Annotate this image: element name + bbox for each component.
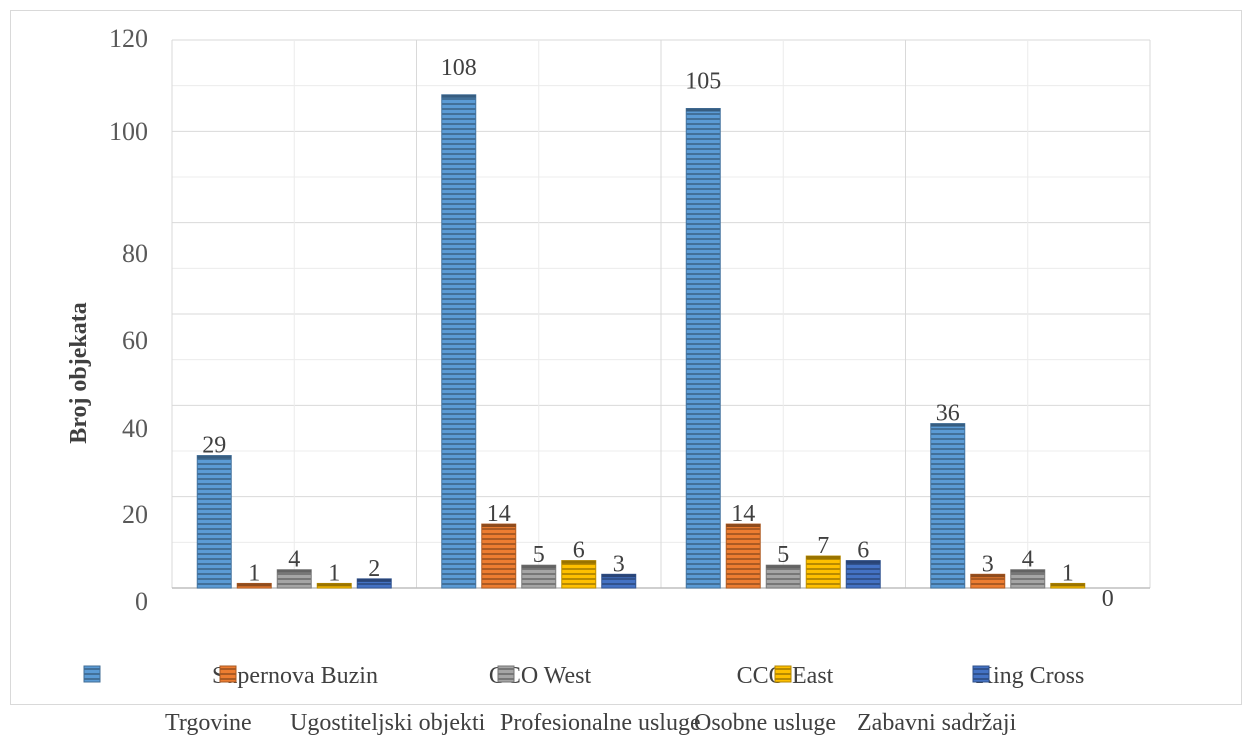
bar [930, 423, 966, 589]
legend-label: Osobne usluge [694, 710, 836, 735]
bar-cap [521, 565, 556, 569]
bar-cap [1010, 569, 1045, 573]
bar-cap [846, 560, 881, 564]
bar-cap [357, 578, 392, 582]
bar [561, 560, 597, 589]
legend-label: Ugostiteljski objekti [290, 710, 486, 735]
bar-cap [317, 583, 352, 587]
category-label: King Cross [976, 663, 1085, 689]
bar-cap [481, 524, 516, 528]
bar-cap [686, 108, 721, 112]
data-label: 3 [982, 551, 994, 577]
data-label: 36 [936, 401, 960, 427]
y-tick-label: 0 [135, 587, 148, 616]
data-label: 6 [857, 538, 869, 564]
bar [845, 560, 881, 589]
y-tick-label: 40 [122, 414, 148, 443]
bar-cap [561, 560, 596, 564]
legend-marker [972, 665, 990, 683]
data-label: 14 [731, 501, 755, 527]
category-labels: Supernova Buzin CCO West CCO East King Cros… [212, 663, 1084, 689]
y-tick-label: 20 [122, 500, 148, 529]
legend-label: Zabavni sadržaji [857, 710, 1017, 735]
y-axis-ticks: 0 20 40 60 80 100 120 [109, 24, 148, 616]
data-label: 3 [613, 551, 625, 577]
legend: Trgovine Ugostiteljski objekti Profesional… [83, 665, 1017, 735]
bar-cap [601, 574, 636, 578]
data-label: 6 [573, 538, 585, 564]
bar-cap [930, 423, 965, 427]
y-tick-label: 80 [122, 239, 148, 268]
data-label: 7 [817, 533, 829, 559]
bar-cap [726, 524, 761, 528]
bar [805, 555, 841, 589]
bar [765, 564, 801, 589]
bar [725, 523, 761, 589]
bar [481, 523, 517, 589]
y-tick-label: 100 [109, 117, 148, 146]
data-label: 29 [202, 433, 226, 459]
data-label: 1 [328, 560, 340, 586]
legend-marker [219, 665, 237, 683]
bar [441, 94, 477, 589]
y-tick-label: 120 [109, 24, 148, 53]
bar [521, 564, 557, 589]
data-label: 4 [288, 547, 300, 573]
y-tick-label: 60 [122, 326, 148, 355]
bar [196, 455, 232, 589]
bar-cap [197, 455, 232, 459]
bar-cap [806, 556, 841, 560]
gridlines [171, 39, 1151, 589]
data-label: 105 [685, 69, 721, 95]
data-label: 5 [533, 542, 545, 568]
data-label: 1 [248, 560, 260, 586]
data-label: 4 [1022, 547, 1034, 573]
data-label: 108 [441, 55, 477, 81]
bar-cap [441, 94, 476, 98]
legend-marker [774, 665, 792, 683]
bars [196, 94, 1086, 589]
bar-cap [766, 565, 801, 569]
data-label: 2 [368, 556, 380, 582]
legend-label: Trgovine [165, 710, 252, 735]
bar-cap [1050, 583, 1085, 587]
legend-marker [83, 665, 101, 683]
bar-cap [970, 574, 1005, 578]
bar [685, 108, 721, 589]
data-label: 1 [1062, 560, 1074, 586]
y-axis-title: Broj objekata [66, 302, 92, 444]
legend-marker [497, 665, 515, 683]
data-label: 5 [777, 542, 789, 568]
chart-frame [10, 10, 1242, 705]
data-label: 14 [487, 501, 511, 527]
bar-cap [237, 583, 272, 587]
legend-label: Profesionalne usluge [500, 710, 701, 735]
data-label: 0 [1102, 586, 1114, 612]
bar-cap [277, 569, 312, 573]
category-label: Supernova Buzin [212, 663, 378, 689]
